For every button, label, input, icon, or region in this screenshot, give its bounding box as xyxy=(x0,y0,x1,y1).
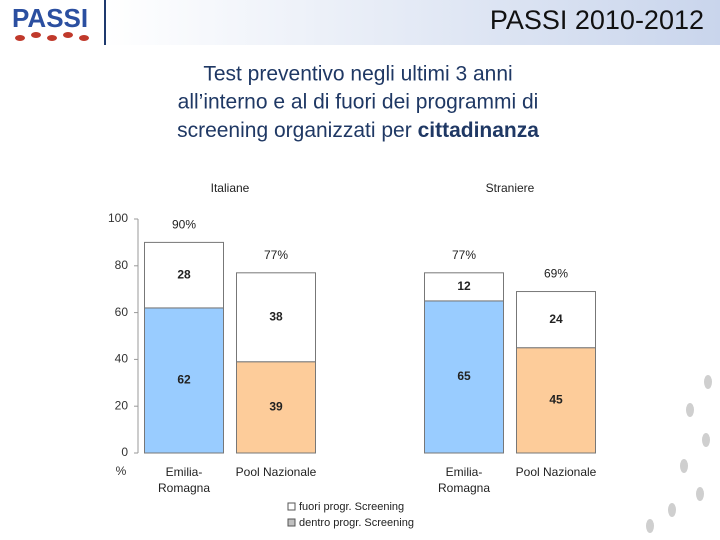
subtitle-line: all’interno e al di fuori dei programmi … xyxy=(178,91,539,114)
bar-segment xyxy=(424,272,504,302)
logo: PASSI xyxy=(12,3,88,33)
bar-segment xyxy=(144,307,224,454)
legend-label: dentro progr. Screening xyxy=(299,517,414,529)
legend-swatch xyxy=(287,502,296,511)
header-bar xyxy=(105,0,720,45)
x-tick-label: Pool Nazionale xyxy=(235,465,317,479)
bar-segment xyxy=(144,241,224,309)
segment-label: 12 xyxy=(457,279,471,293)
x-tick-label: Emilia-Romagna xyxy=(157,465,211,495)
logo-footprints xyxy=(15,32,89,41)
x-tick-label: Pool Nazionale xyxy=(515,465,597,479)
chart-subtitle: Italiane xyxy=(211,181,250,195)
segment-label: 62 xyxy=(177,373,191,387)
y-tick-label: 40 xyxy=(115,352,129,366)
segment-label: 38 xyxy=(269,309,283,323)
y-tick-label: 20 xyxy=(115,398,129,412)
bar-segment xyxy=(424,300,504,454)
x-tick-label: Emilia-Romagna xyxy=(437,465,491,495)
segment-label: 45 xyxy=(549,393,563,407)
bar-segment xyxy=(236,272,316,363)
legend-label: fuori progr. Screening xyxy=(299,501,404,513)
total-label: 77% xyxy=(452,248,476,262)
y-tick-label: 0 xyxy=(121,445,128,459)
subtitle-line: Test preventivo negli ultimi 3 anni xyxy=(203,63,512,86)
subtitle-line: screening organizzati per xyxy=(177,119,412,142)
y-tick-label: 100 xyxy=(108,211,128,225)
y-tick-label: 60 xyxy=(115,305,129,319)
footprints xyxy=(646,375,712,533)
chart-subtitle: Straniere xyxy=(486,181,535,195)
segment-label: 39 xyxy=(269,400,283,414)
y-tick-label: 80 xyxy=(115,258,129,272)
subtitle-emphasis: cittadinanza xyxy=(418,119,540,142)
bar-segment xyxy=(516,347,596,454)
y-unit: % xyxy=(116,464,127,478)
total-label: 77% xyxy=(264,248,288,262)
segment-label: 24 xyxy=(549,312,563,326)
segment-label: 28 xyxy=(177,267,191,281)
total-label: 90% xyxy=(172,218,196,232)
bar-segment xyxy=(516,291,596,349)
subtitle-line: screening organizzati per cittadinanza xyxy=(177,119,539,142)
total-label: 69% xyxy=(544,267,568,281)
bar-segment xyxy=(236,361,316,454)
header-title: PASSI 2010-2012 xyxy=(490,5,704,35)
legend-swatch xyxy=(287,518,296,527)
segment-label: 65 xyxy=(457,369,471,383)
